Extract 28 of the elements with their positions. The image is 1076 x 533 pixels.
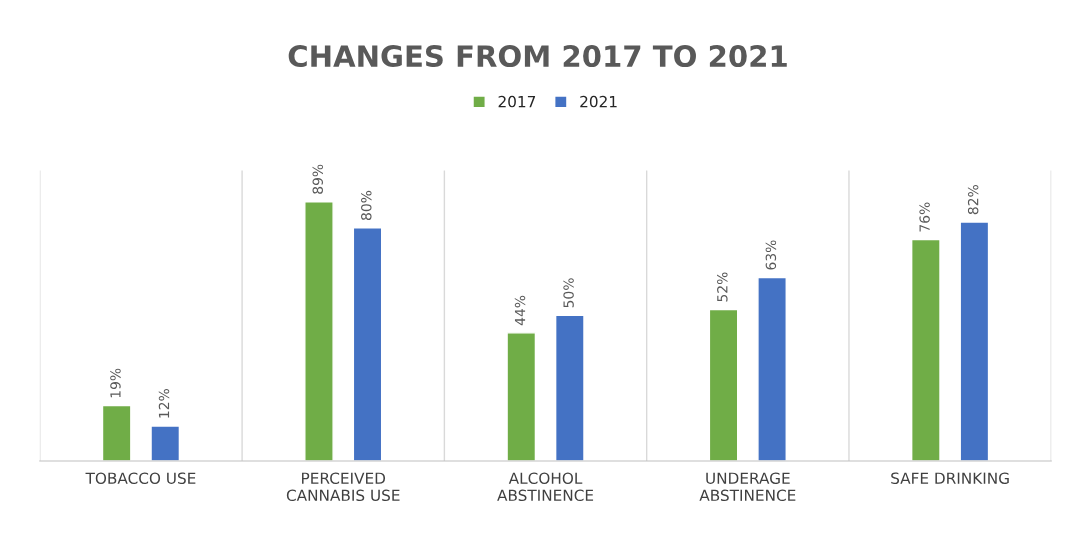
legend-label: 2021 [580, 95, 617, 108]
data-label: 50% [563, 278, 574, 308]
bar [910, 238, 941, 462]
bar [506, 332, 537, 462]
data-label: 63% [765, 240, 777, 270]
legend-label: 2017 [498, 95, 536, 108]
x-tick-label: ALCOHOL ABSTINENCE [497, 472, 594, 502]
x-tick-label: PERCEIVED CANNABIS USE [286, 472, 400, 502]
data-label: 12% [158, 389, 170, 418]
x-tick-label: UNDERAGE ABSTINENCE [699, 472, 796, 502]
x-tick-label: TOBACCO USE [85, 472, 196, 484]
data-label: 52% [717, 272, 728, 302]
data-label: 44% [514, 295, 526, 326]
data-label: 80% [361, 190, 372, 221]
bar [757, 276, 787, 462]
data-label: 89% [312, 164, 323, 194]
bar [101, 404, 132, 462]
data-label: 82% [967, 185, 979, 215]
data-label: 19% [110, 368, 121, 398]
bar [554, 314, 585, 462]
bar [150, 425, 181, 462]
bar [304, 200, 334, 462]
x-tick-label: SAFE DRINKING [891, 472, 1009, 484]
bar [708, 308, 739, 462]
chart-title: CHANGES FROM 2017 TO 2021 [288, 45, 787, 68]
data-label: 76% [919, 202, 930, 232]
bar [352, 227, 383, 462]
bar [959, 221, 990, 462]
